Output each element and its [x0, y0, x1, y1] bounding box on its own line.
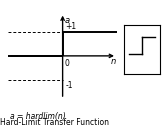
- Text: 0: 0: [64, 59, 69, 68]
- Text: a: a: [64, 16, 69, 25]
- Text: +1: +1: [65, 22, 76, 31]
- Text: a = hardlim(n): a = hardlim(n): [10, 112, 66, 121]
- Text: Hard-Limit Transfer Function: Hard-Limit Transfer Function: [0, 118, 109, 127]
- Text: n: n: [110, 57, 116, 66]
- Text: -1: -1: [65, 81, 73, 90]
